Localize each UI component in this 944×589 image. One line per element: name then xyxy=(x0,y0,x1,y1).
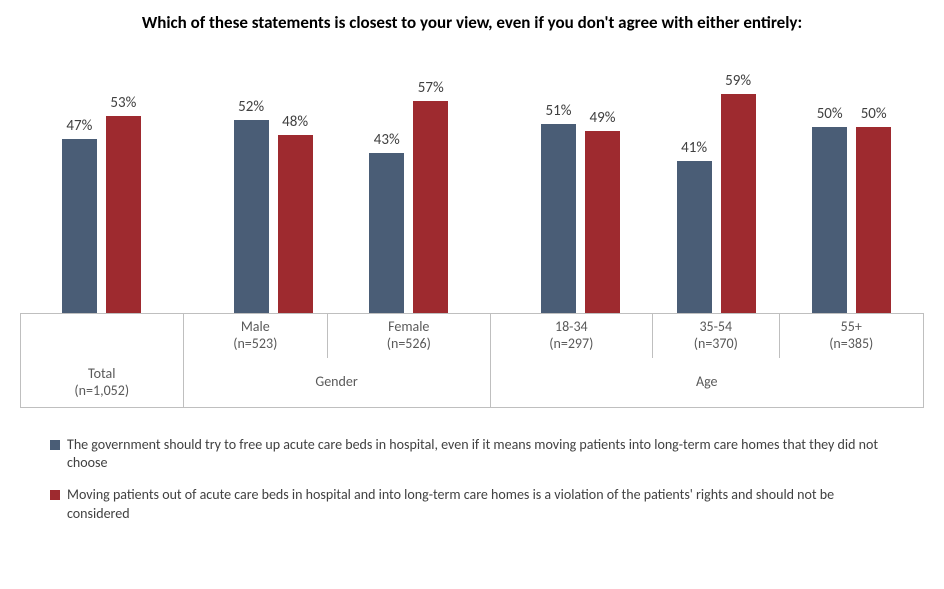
axis-cell: 18-34 (n=297) xyxy=(491,314,654,358)
bar-value-label: 49% xyxy=(585,109,620,127)
bar-male-gov_free_beds: 52% xyxy=(234,120,269,313)
legend-text: The government should try to free up acu… xyxy=(67,436,894,472)
bar-total-violation_rights: 53% xyxy=(106,116,141,313)
bar-total-gov_free_beds: 47% xyxy=(62,139,97,314)
chart-axis: Male (n=523)Female (n=526)18-34 (n=297)3… xyxy=(20,314,924,408)
bar-value-label: 50% xyxy=(812,105,847,123)
bar-35-54-violation_rights: 59% xyxy=(721,94,756,313)
bar-group-35-54: 41% 59% xyxy=(677,54,756,313)
bar-value-label: 57% xyxy=(413,79,448,97)
axis-cell: Female (n=526) xyxy=(328,314,491,358)
bar-value-label: 52% xyxy=(234,98,269,116)
legend-item: Moving patients out of acute care beds i… xyxy=(50,486,894,522)
axis-cell: 55+ (n=385) xyxy=(780,314,924,358)
legend-item: The government should try to free up acu… xyxy=(50,436,894,472)
bar-35-54-gov_free_beds: 41% xyxy=(677,161,712,313)
axis-cell xyxy=(21,314,184,358)
bar-value-label: 51% xyxy=(541,102,576,120)
bar-value-label: 53% xyxy=(106,94,141,112)
bar-value-label: 50% xyxy=(856,105,891,123)
bar-55+-gov_free_beds: 50% xyxy=(812,127,847,313)
bar-18-34-violation_rights: 49% xyxy=(585,131,620,313)
legend-text: Moving patients out of acute care beds i… xyxy=(67,486,894,522)
axis-cell: 35-54 (n=370) xyxy=(653,314,779,358)
chart-legend: The government should try to free up acu… xyxy=(50,436,894,523)
axis-cell: Gender xyxy=(184,358,491,407)
bar-55+-violation_rights: 50% xyxy=(856,127,891,313)
legend-swatch xyxy=(50,490,60,500)
chart-container: Which of these statements is closest to … xyxy=(0,0,944,589)
bar-value-label: 47% xyxy=(62,117,97,135)
axis-row-categories: Total (n=1,052)GenderAge xyxy=(20,358,924,408)
chart-plot-area: 47% 53% 52% 48% 43% 57% 51% 49% 41% 59% 50% 50% xyxy=(20,54,924,314)
bar-group-female: 43% 57% xyxy=(369,54,448,313)
bar-group-total: 47% 53% xyxy=(62,54,141,313)
bar-value-label: 43% xyxy=(369,131,404,149)
axis-cell: Male (n=523) xyxy=(184,314,328,358)
bar-group-55+: 50% 50% xyxy=(812,54,891,313)
bar-value-label: 48% xyxy=(278,113,313,131)
bar-value-label: 59% xyxy=(721,72,756,90)
chart-title: Which of these statements is closest to … xyxy=(0,0,944,34)
bar-18-34-gov_free_beds: 51% xyxy=(541,124,576,313)
axis-row-subcategories: Male (n=523)Female (n=526)18-34 (n=297)3… xyxy=(20,314,924,358)
bar-female-gov_free_beds: 43% xyxy=(369,153,404,313)
legend-swatch xyxy=(50,440,60,450)
bar-male-violation_rights: 48% xyxy=(278,135,313,313)
axis-cell: Age xyxy=(491,358,924,407)
axis-cell: Total (n=1,052) xyxy=(21,358,184,407)
bar-group-male: 52% 48% xyxy=(234,54,313,313)
bar-group-18-34: 51% 49% xyxy=(541,54,620,313)
bar-value-label: 41% xyxy=(677,139,712,157)
bar-female-violation_rights: 57% xyxy=(413,101,448,313)
